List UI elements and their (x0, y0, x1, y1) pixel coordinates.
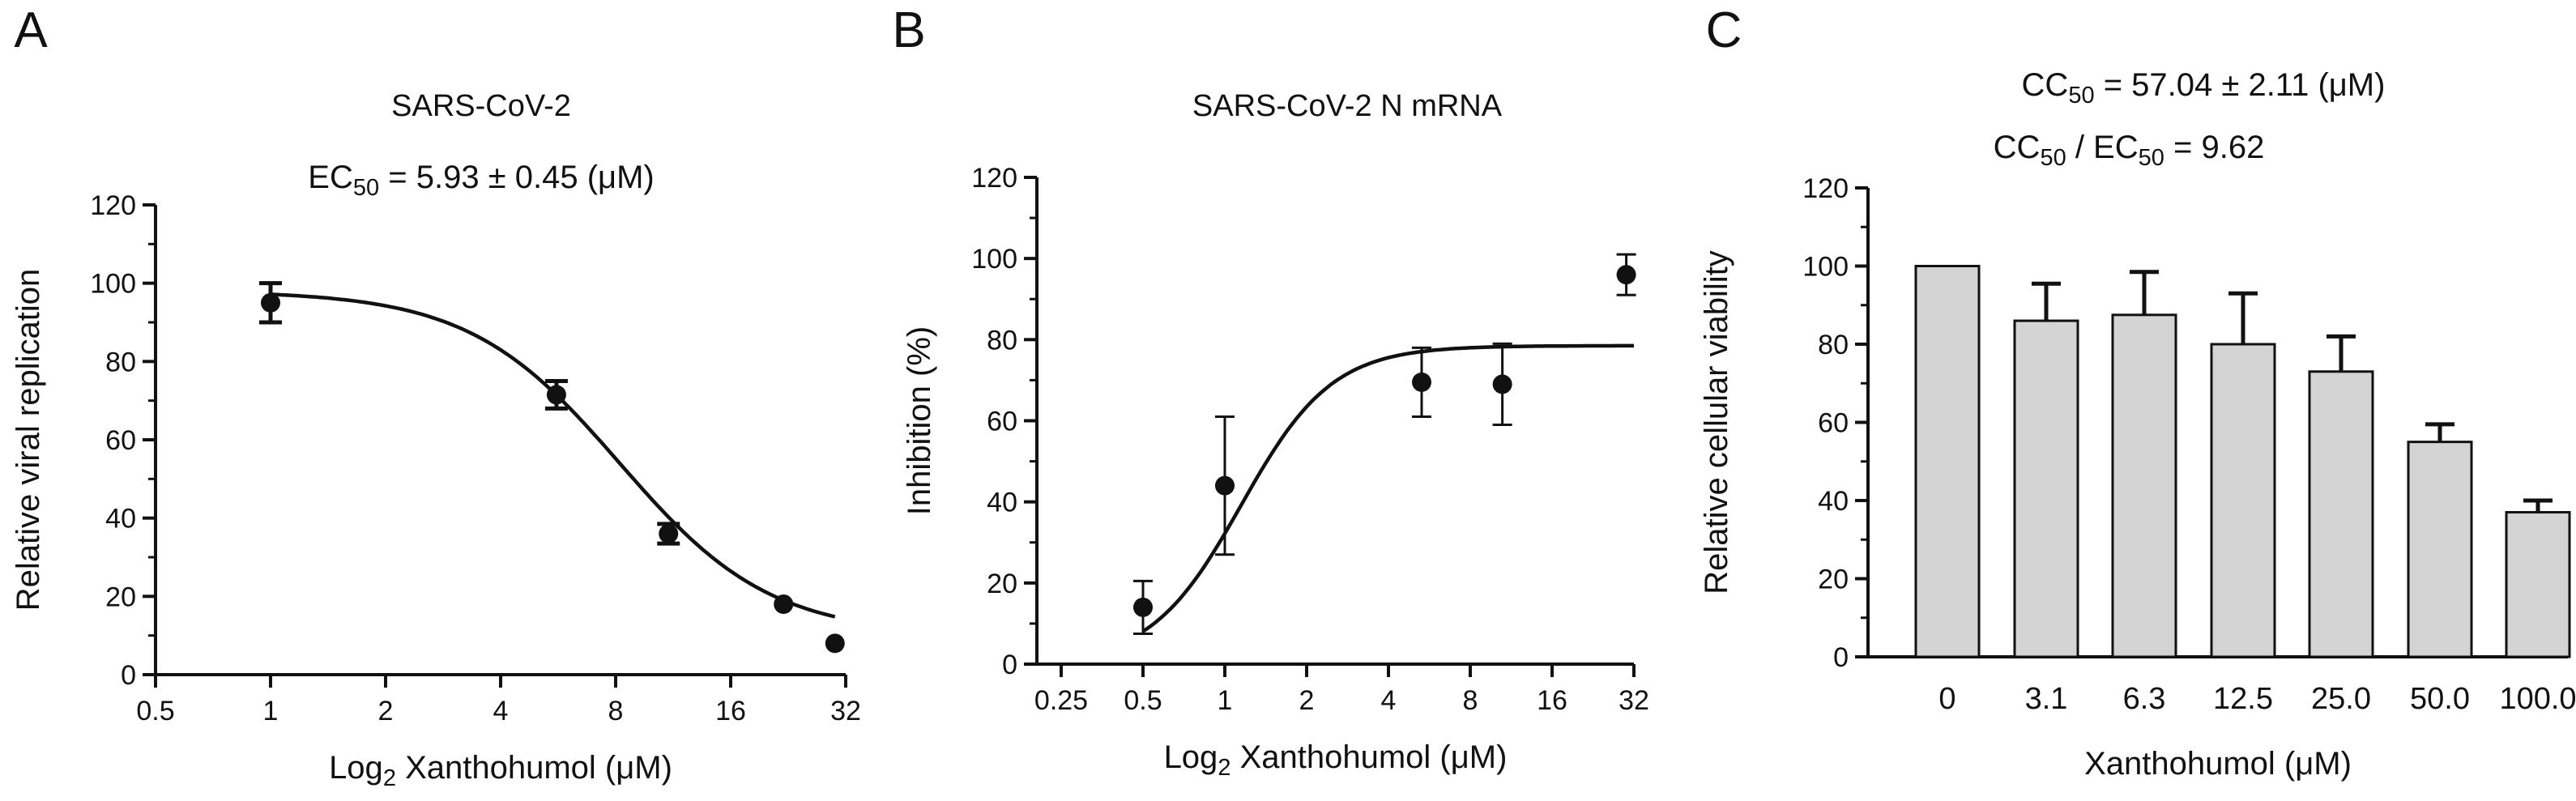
x-tick-label: 8 (608, 696, 624, 726)
x-tick-label: 50.0 (2410, 682, 2470, 716)
x-tick-label: 6.3 (2123, 682, 2166, 716)
x-tick-label: 1 (263, 696, 279, 726)
y-tick-label: 0 (121, 660, 136, 691)
y-tick-label: 40 (105, 504, 136, 535)
x-tick-label: 32 (830, 696, 861, 726)
subscript: 50 (2139, 145, 2164, 171)
x-tick-label: 0 (1938, 682, 1955, 716)
y-tick-label: 0 (1833, 642, 1849, 673)
data-point (261, 292, 280, 313)
x-tick-label: 4 (1381, 685, 1397, 716)
panel-a: 0 20 40 60 80 100 120 0.5 1 2 4 8 16 32 SARS-CoV-2 EC50… (11, 89, 861, 791)
chart-title: SARS-CoV-2 (391, 89, 571, 123)
y-tick-label: 20 (987, 569, 1017, 599)
y-tick-label: 100 (971, 244, 1017, 275)
subscript: 50 (2068, 83, 2094, 109)
data-point (1616, 265, 1636, 285)
y-tick-label: 40 (1818, 486, 1849, 517)
x-tick-label: 3.1 (2025, 682, 2068, 716)
data-point (1215, 475, 1235, 496)
subscript: 50 (2040, 145, 2066, 171)
y-tick-label: 80 (987, 325, 1017, 356)
fit-curve (270, 292, 836, 619)
y-tick-label: 20 (105, 582, 136, 612)
y-tick-label: 60 (987, 407, 1017, 437)
y-axis-label: Relative viral replication (11, 269, 46, 611)
x-tick-label: 0.5 (136, 696, 174, 726)
x-tick-label: 12.5 (2213, 682, 2273, 716)
y-tick-label: 80 (105, 347, 136, 377)
x-tick-label: 2 (378, 696, 394, 726)
y-tick-label: 120 (90, 190, 136, 221)
x-axis-label: Log2 Xanthohumol (μM) (1164, 739, 1508, 781)
y-tick-label: 120 (1802, 173, 1849, 204)
panel-label-b: B (892, 2, 925, 58)
x-tick-label: 32 (1619, 685, 1649, 716)
x-tick-label: 8 (1463, 685, 1478, 716)
bar (2308, 370, 2374, 658)
data-point (659, 524, 679, 543)
data-point (1492, 374, 1512, 394)
data-point (546, 385, 566, 405)
x-tick-label: 0.25 (1034, 685, 1088, 716)
data-point (774, 594, 794, 614)
x-axis-label: Xanthohumol (μM) (2084, 746, 2352, 782)
y-tick-label: 100 (1802, 252, 1849, 283)
data-point (825, 633, 845, 654)
x-tick-label: 0.5 (1124, 685, 1162, 716)
x-axis-label: Log2 Xanthohumol (μM) (329, 750, 672, 791)
bar (2505, 510, 2571, 658)
x-tick-label: 25.0 (2311, 682, 2371, 716)
subscript: 50 (353, 175, 379, 201)
chart-title: SARS-CoV-2 N mRNA (1192, 89, 1503, 123)
y-tick-label: 20 (1818, 565, 1849, 595)
y-axis-label: Inhibition (%) (902, 326, 937, 515)
panel-label-c: C (1706, 2, 1742, 58)
cc50-annotation: CC50 = 57.04 ± 2.11 (μM) (2022, 67, 2386, 109)
y-tick-label: 0 (1002, 650, 1017, 680)
y-tick-label: 60 (1818, 408, 1849, 439)
x-tick-label: 100.0 (2499, 682, 2576, 716)
bar (2111, 313, 2177, 658)
x-tick-label: 2 (1299, 685, 1315, 716)
y-tick-label: 60 (105, 425, 136, 456)
y-axis-label: Relative cellular viability (1699, 250, 1734, 594)
panel-c: 0 20 40 60 80 100 120 0 3.1 6.3 12.5 25.0 50.0 100.0 C… (1699, 67, 2576, 782)
y-tick-label: 100 (90, 269, 136, 300)
panel-b: 0 20 40 60 80 100 120 0.25 0.5 1 2 4 8 16 32 SARS-CoV-2… (902, 89, 1649, 781)
ec50-annotation: EC50 = 5.93 ± 0.45 (μM) (308, 160, 654, 201)
data-point (1412, 372, 1432, 392)
selectivity-index-annotation: CC50 / EC50 = 9.62 (1994, 130, 2265, 171)
x-tick-label: 1 (1218, 685, 1233, 716)
y-tick-label: 120 (971, 163, 1017, 194)
bar (2210, 343, 2276, 658)
x-tick-label: 4 (493, 696, 509, 726)
y-tick-label: 40 (987, 488, 1017, 518)
subscript: 2 (1218, 755, 1230, 781)
y-tick-label: 80 (1818, 330, 1849, 360)
panel-label-a: A (14, 2, 48, 58)
bar (1914, 265, 1981, 658)
data-point (1133, 597, 1153, 617)
bar (2407, 441, 2473, 658)
x-tick-label: 16 (1537, 685, 1567, 716)
x-tick-label: 16 (715, 696, 746, 726)
bar (2013, 319, 2079, 658)
subscript: 2 (383, 765, 396, 791)
